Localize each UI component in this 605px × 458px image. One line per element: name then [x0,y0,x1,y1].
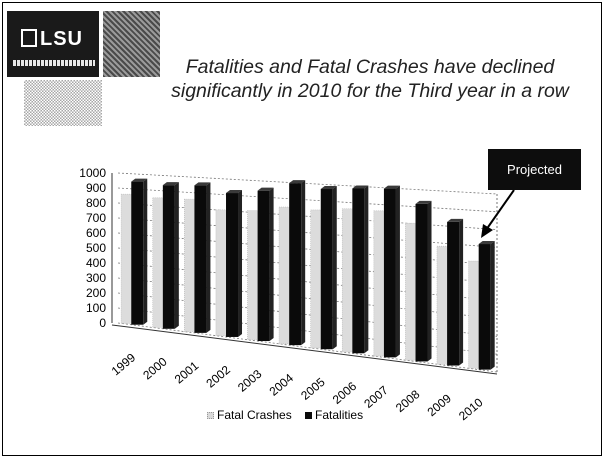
slide-title: Fatalities and Fatal Crashes have declin… [171,56,569,102]
legend-item-fatalities: Fatalities [305,408,363,422]
bar-fatalities [352,188,365,354]
bar-fatalities [162,185,175,329]
bar-fatalities-side [301,180,306,346]
gridline [117,247,498,284]
x-tick-label: 2003 [235,367,265,395]
chart-bars [120,178,495,370]
building-icon [21,29,37,47]
y-tick-label: 700 [86,211,106,225]
bar-fatalities [257,190,270,342]
bar-fatalities-top [478,241,495,245]
y-tick-label: 400 [86,256,106,270]
bar-fatalities-top [194,182,211,186]
bar-fatalities-side [238,190,243,337]
bar-fatalities-side [459,218,464,366]
chart-legend: Fatal Crashes Fatalities [207,408,373,422]
bar-fatalities-top [289,180,306,184]
bar-fatalities-top [352,185,369,189]
bar-fatalities-side [427,200,432,362]
bar-fatalities [320,189,333,350]
x-tick-label: 2010 [456,395,486,423]
callout-arrow [481,189,515,238]
bar-fatalities-top [415,200,432,204]
logo-subtext [13,60,95,66]
arrow-head-icon [481,224,493,238]
bar-fatalities-top [257,187,274,191]
y-tick-label: 100 [86,301,106,315]
bar-fatalities [131,181,144,325]
bar-fatalities-top [447,218,464,222]
lsu-logo-text: LSU [40,28,83,50]
gridline [117,277,498,319]
decorative-pattern [24,80,102,126]
y-tick-label: 300 [86,271,106,285]
chart-gridlines [117,172,498,373]
x-tick-label: 1999 [109,350,139,378]
legend-label-fatalities: Fatalities [315,408,364,422]
bar-fatalities [447,221,460,366]
bar-fatalities [415,203,428,362]
x-tick-label: 2009 [425,391,455,419]
bar-fatalities-side [332,186,337,350]
legend-label-fatal-crashes: Fatal Crashes [217,408,292,422]
y-tick-label: 800 [86,196,106,210]
gridline [117,292,498,337]
projected-callout: Projected [488,149,581,190]
gridline [117,202,498,230]
bar-fatalities-side [206,182,211,333]
y-tick-label: 600 [86,226,106,240]
bar-fatalities-side [490,241,495,370]
bar-fatalities [289,183,302,346]
bar-fatalities-top [226,190,243,194]
bar-fatalities [383,188,396,358]
y-tick-label: 0 [99,316,106,330]
x-tick-label: 2004 [267,371,297,399]
y-tick-label: 900 [86,181,106,195]
x-tick-label: 2000 [140,354,170,382]
bar-fatalities [194,185,207,333]
x-tick-label: 2007 [361,383,391,411]
y-tick-label: 500 [86,241,106,255]
chart-axes [111,173,498,375]
x-tick-label: 2002 [203,362,233,390]
x-axis-line [111,324,498,375]
campus-photo [103,11,160,77]
bar-fatalities-side [269,187,274,342]
gridline [117,172,498,195]
bar-fatalities-side [143,178,148,325]
bar-fatalities-top [162,182,179,186]
x-tick-label: 2001 [172,358,202,386]
bar-fatalities-top [383,185,400,189]
x-tick-label: 2008 [393,387,423,415]
bar-fatalities-top [320,186,337,190]
bar-fatalities-side [395,185,400,358]
legend-swatch-fatal-crashes [207,412,214,419]
bar-fatalities [478,244,491,370]
arrow-line [485,189,515,231]
x-tick-label: 2005 [298,375,328,403]
y-tick-label: 200 [86,286,106,300]
x-tick-label: 2006 [330,379,360,407]
gridline [117,217,498,248]
y-tick-label: 1000 [79,166,106,180]
legend-item-fatal-crashes: Fatal Crashes [207,408,292,422]
gridline [117,187,498,213]
lsu-logo: LSU [7,11,99,77]
gridline [117,262,498,302]
bar-fatalities [226,193,239,337]
gridline [117,232,498,266]
bar-fatalities-side [174,182,179,329]
bar-fatalities-top [131,178,148,182]
legend-swatch-fatalities [305,412,313,419]
bar-fatalities-side [364,185,369,354]
